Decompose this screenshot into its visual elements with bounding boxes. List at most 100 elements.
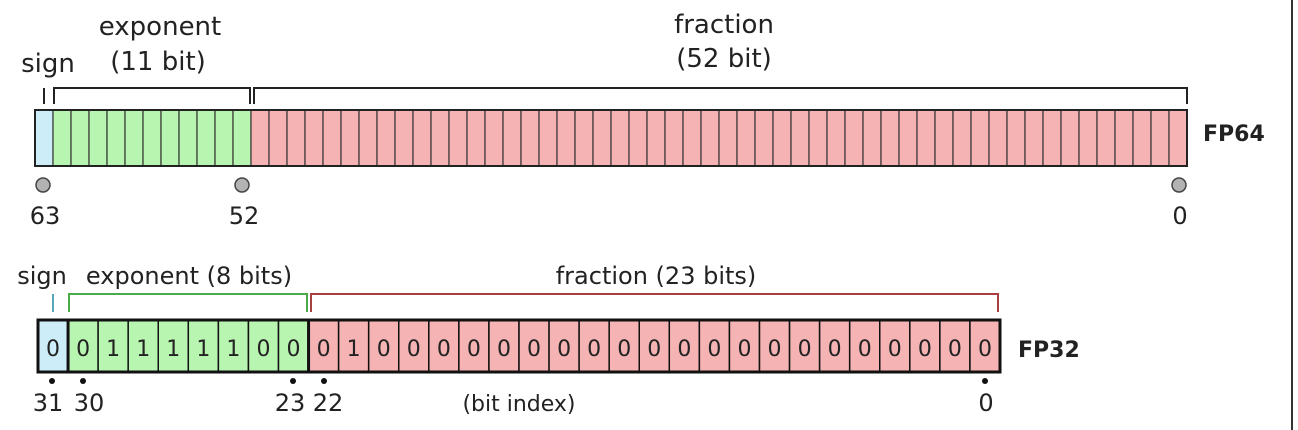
fp64-bit-cell-18 <box>844 109 864 167</box>
fp64-bit-cell-33 <box>574 109 594 167</box>
fp32-bit-cell-13 <box>578 319 610 373</box>
fp64-bit-cell-35 <box>538 109 558 167</box>
fp64-bit-cell-28 <box>664 109 684 167</box>
fp32-bit-value-14: 0 <box>557 337 571 362</box>
fp32-bit-value-18: 0 <box>437 337 451 362</box>
fp32-bit-value-21: 1 <box>347 337 361 362</box>
fp64-bit-cell-20 <box>808 109 828 167</box>
fp32-bit-value-15: 0 <box>527 337 541 362</box>
fp32-bit-value-25: 1 <box>226 337 240 362</box>
fp64-bit-cell-2 <box>1132 109 1152 167</box>
fp32-exponent-label: exponent (8 bits) <box>86 262 292 290</box>
fp64-bit-cell-24 <box>736 109 756 167</box>
fp32-bit-value-3: 0 <box>888 337 902 362</box>
fp64-exponent-bracket <box>53 87 251 104</box>
fp64-section: sign exponent (11 bit) fraction (52 bit)… <box>21 10 1265 230</box>
fp64-bit-cell-51 <box>250 109 270 167</box>
fp32-bit-value-8: 0 <box>737 337 751 362</box>
fp32-index-markers: 31 30 23 22 (bit index) 0 <box>33 378 994 417</box>
fp64-bit-cell-11 <box>970 109 990 167</box>
fp32-sign-label: sign <box>17 262 67 290</box>
fp32-bit-value-10: 0 <box>677 337 691 362</box>
fp32-format-name: FP32 <box>1018 338 1080 363</box>
fp64-fraction-label: fraction <box>674 10 774 40</box>
fp64-bit-cell-9 <box>1006 109 1026 167</box>
fp64-bit-cell-55 <box>178 109 198 167</box>
fp64-bit-cell-4 <box>1096 109 1116 167</box>
fp64-bit-cell-38 <box>484 109 504 167</box>
fp32-fraction-bracket <box>310 293 999 312</box>
fp64-bit-cell-7 <box>1042 109 1062 167</box>
fp32-index-dot-31 <box>49 378 55 384</box>
fp64-bit-cell-59 <box>106 109 126 167</box>
fp64-bit-cell-14 <box>916 109 936 167</box>
fp64-index-dot-63 <box>35 177 51 193</box>
fp32-exponent-bracket <box>68 293 308 312</box>
fp32-bit-value-24: 0 <box>256 337 270 362</box>
fp64-bit-cell-37 <box>502 109 522 167</box>
fp32-brackets <box>52 293 999 312</box>
fp64-row-outline <box>34 109 1188 167</box>
fp32-bit-index-caption: (bit index) <box>462 392 575 417</box>
fp64-index-52: 52 <box>229 202 260 230</box>
fp64-bit-cell-32 <box>592 109 612 167</box>
fp32-index-23: 23 <box>275 389 306 417</box>
fp32-bit-value-2: 0 <box>918 337 932 362</box>
fp64-bit-cell-56 <box>160 109 180 167</box>
fp32-bit-value-6: 0 <box>798 337 812 362</box>
fp64-bit-cell-0 <box>1168 109 1188 167</box>
fp64-bit-cell-42 <box>412 109 432 167</box>
fp32-bit-value-30: 0 <box>76 337 90 362</box>
fp64-bit-cell-39 <box>466 109 486 167</box>
fp32-index-dot-23 <box>290 378 296 384</box>
fp64-bit-cell-41 <box>430 109 450 167</box>
fp32-row-outline <box>36 318 1002 374</box>
fp64-bit-cell-61 <box>70 109 90 167</box>
fp32-section: sign exponent (8 bits) fraction (23 bits… <box>17 262 1080 417</box>
fp64-bit-cell-26 <box>700 109 720 167</box>
fp64-bit-cell-50 <box>268 109 288 167</box>
fp32-bit-value-26: 1 <box>196 337 210 362</box>
fp64-index-dot-0 <box>1171 177 1187 193</box>
fp64-bit-cell-12 <box>952 109 972 167</box>
fp32-bit-value-13: 0 <box>587 337 601 362</box>
fp64-bit-cell-52 <box>232 109 252 167</box>
fp32-index-22: 22 <box>313 389 344 417</box>
fp64-bit-cell-46 <box>340 109 360 167</box>
fp32-bit-value-19: 0 <box>407 337 421 362</box>
fp64-bit-cell-19 <box>826 109 846 167</box>
fp64-bit-cell-27 <box>682 109 702 167</box>
fp32-bit-value-29: 1 <box>106 337 120 362</box>
fp64-exponent-bits-label: (11 bit) <box>110 47 206 77</box>
fp32-bit-value-4: 0 <box>858 337 872 362</box>
fp64-bit-cell-43 <box>394 109 414 167</box>
fp32-bit-value-7: 0 <box>768 337 782 362</box>
fp64-bit-cell-49 <box>286 109 306 167</box>
fp64-bit-cell-60 <box>88 109 108 167</box>
fp64-bit-cell-13 <box>934 109 954 167</box>
fp32-bit-value-5: 0 <box>828 337 842 362</box>
fp64-bit-cell-36 <box>520 109 540 167</box>
fp64-bit-cell-58 <box>124 109 144 167</box>
fp64-bit-cells <box>34 109 1188 167</box>
fp32-index-0: 0 <box>978 389 993 417</box>
fp64-bit-cell-1 <box>1150 109 1170 167</box>
fp32-bit-value-17: 0 <box>467 337 481 362</box>
fp64-bit-cell-6 <box>1060 109 1080 167</box>
fp64-bit-cell-31 <box>610 109 630 167</box>
fp32-index-30: 30 <box>74 389 105 417</box>
fp64-fraction-bracket <box>253 87 1188 104</box>
fp32-bit-value-31: 0 <box>46 337 60 362</box>
fp32-bit-value-1: 0 <box>948 337 962 362</box>
fp64-bit-cell-53 <box>214 109 234 167</box>
fp64-bit-cell-40 <box>448 109 468 167</box>
fp32-bit-value-16: 0 <box>497 337 511 362</box>
fp64-bit-cell-45 <box>358 109 378 167</box>
fp64-sign-label: sign <box>21 49 75 79</box>
fp64-bit-cell-22 <box>772 109 792 167</box>
fp64-bit-cell-8 <box>1024 109 1044 167</box>
fp64-bit-cell-21 <box>790 109 810 167</box>
fp32-index-dot-22 <box>321 378 327 384</box>
